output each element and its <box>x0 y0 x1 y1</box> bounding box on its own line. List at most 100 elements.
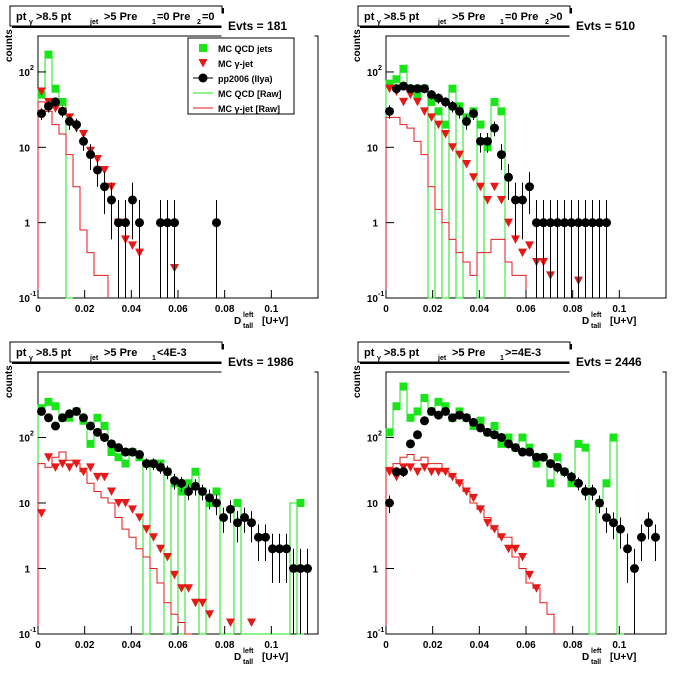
qcd-point <box>448 84 457 93</box>
data-point <box>65 409 74 419</box>
data-point <box>135 218 144 228</box>
qcd-point <box>434 107 443 116</box>
title-pre-2: >0 <box>550 11 563 23</box>
data-point <box>261 532 270 542</box>
gamma-point <box>490 525 499 534</box>
data-point <box>233 518 242 528</box>
data-point <box>128 447 137 457</box>
legend-marker-square <box>199 44 207 52</box>
qcd-point <box>490 97 499 106</box>
qcd-point <box>441 402 450 411</box>
data-point <box>490 123 499 133</box>
qcd-point <box>546 479 555 488</box>
data-point <box>226 504 235 514</box>
data-point <box>448 101 457 111</box>
gamma-point <box>483 195 492 205</box>
title-box: pt γ >8.5 pt jet >5 Pre 1 =0 Pre 2 =0 <box>9 5 224 28</box>
gamma-point <box>427 467 436 477</box>
data-point <box>595 498 604 508</box>
data-point <box>114 218 123 228</box>
gamma-point <box>448 143 457 152</box>
data-point <box>191 481 200 491</box>
x-tick-label: 0.08 <box>563 640 583 651</box>
gamma-point <box>525 241 534 250</box>
x-tick-label: 0.04 <box>122 304 142 315</box>
y-tick-exponent: 2 <box>30 431 34 438</box>
data-point <box>637 532 646 542</box>
qcd-point <box>51 402 60 411</box>
data-point <box>546 218 555 228</box>
qcd-point <box>44 397 53 406</box>
gamma-point <box>406 90 415 100</box>
data-point <box>240 513 249 523</box>
x-label-sup: left <box>243 312 254 319</box>
title-sub-1: 1 <box>152 19 156 26</box>
data-point <box>212 218 221 228</box>
title-pre-1: >=4E-3 <box>505 347 541 359</box>
qcd-point <box>581 443 590 452</box>
y-tick-exponent: 2 <box>378 65 382 72</box>
gamma-point <box>420 107 429 116</box>
title-sub-1: 1 <box>500 355 504 362</box>
data-point <box>420 416 429 426</box>
title-pt: pt <box>364 347 375 359</box>
evts-label: Evts = 181 <box>228 19 287 33</box>
gamma-point <box>247 618 256 627</box>
x-tick-label: 0.02 <box>75 304 95 315</box>
qcd-point <box>399 382 408 391</box>
qcd-point <box>212 487 221 496</box>
title-pt: pt <box>16 11 27 23</box>
gamma-point <box>100 472 109 482</box>
data-point <box>163 467 172 477</box>
qcd-point <box>296 499 305 507</box>
y-tick-exponent: 2 <box>378 431 382 438</box>
data-point <box>497 150 506 160</box>
qcd-point <box>504 433 513 442</box>
qcd-point <box>114 453 123 462</box>
title-sub-1: 1 <box>152 355 156 362</box>
title-sub-gamma: γ <box>377 355 381 362</box>
data-point <box>469 109 478 119</box>
title-tail: >5 Pre <box>104 11 137 23</box>
qcd-point <box>497 107 506 116</box>
qcd-point <box>497 439 506 448</box>
gamma-point <box>37 509 46 518</box>
title-sub-gamma: γ <box>377 19 381 26</box>
y-axis-label: counts <box>352 29 363 62</box>
x-tick-label: 0.1 <box>264 304 278 315</box>
gamma-point <box>205 610 214 619</box>
gamma-point <box>44 453 53 462</box>
y-tick-label: 10 <box>19 68 31 79</box>
x-tick-label: 0.04 <box>122 640 142 651</box>
gamma-point <box>142 525 151 534</box>
x-label-tail: [U+V] <box>610 652 636 663</box>
qcd-point <box>100 421 109 430</box>
qcd-point <box>553 453 562 462</box>
gamma-point <box>434 120 443 130</box>
data-point <box>289 564 298 573</box>
gamma-point <box>107 487 116 496</box>
gamma-point <box>476 182 485 192</box>
data-point <box>441 406 450 416</box>
gamma-point <box>79 467 88 477</box>
qcd-point <box>191 467 200 476</box>
data-point <box>504 439 513 449</box>
qcd-point <box>476 120 485 129</box>
qcd-point <box>233 499 242 507</box>
gamma-point <box>448 472 457 482</box>
gamma-point <box>462 160 471 169</box>
qcd-point <box>532 459 541 468</box>
data-point <box>455 410 464 420</box>
data-point <box>58 106 67 116</box>
title-pre-1: =0 Pre <box>505 11 538 23</box>
title-mid: >8.5 pt <box>36 11 71 23</box>
x-tick-label: 0.08 <box>215 304 235 315</box>
data-point <box>595 218 604 228</box>
legend-marker-triangle <box>198 59 208 68</box>
x-label-sup: left <box>591 648 602 655</box>
data-point <box>413 84 422 94</box>
